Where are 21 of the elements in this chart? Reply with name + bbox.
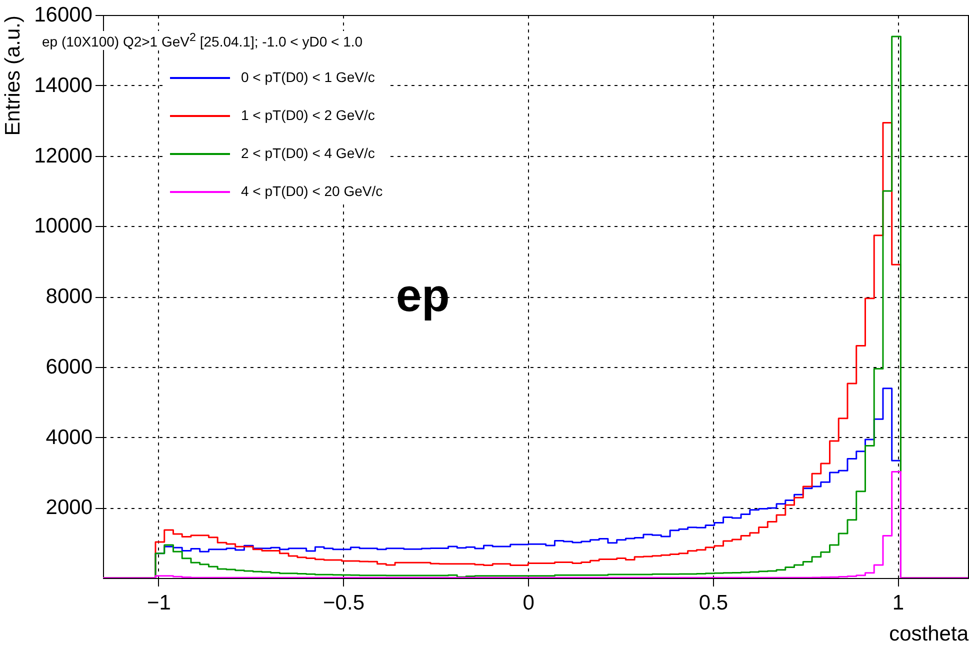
legend-label: 2 < pT(D0) < 4 GeV/c: [241, 145, 375, 161]
annotation: ep: [396, 268, 450, 322]
x-tick-label: −0.5: [323, 592, 365, 614]
y-tick-label: 4000: [46, 426, 92, 449]
y-tick-label: 6000: [46, 355, 92, 378]
y-axis-title: Entries (a.u.): [2, 16, 24, 136]
y-tick-label: 16000: [34, 4, 92, 26]
y-tick-label: 8000: [46, 285, 92, 308]
y-tick-label: 14000: [34, 74, 92, 97]
x-tick-label: 0: [522, 592, 534, 614]
legend-label: 4 < pT(D0) < 20 GeV/c: [241, 183, 383, 199]
y-tick-label: 12000: [34, 144, 92, 168]
y-tick-label: 2000: [46, 496, 92, 520]
x-tick-label: −1: [146, 592, 171, 614]
x-tick-label: 1: [892, 592, 904, 614]
legend-label: 1 < pT(D0) < 2 GeV/c: [241, 107, 375, 123]
x-axis-title: costheta: [889, 622, 969, 646]
y-tick-label: 10000: [34, 214, 92, 238]
x-tick-label: 0.5: [698, 592, 728, 614]
annotation: ep (10X100) Q2>1 GeV$^{2}$ [25.04.1]; -1.0 < yD0 < 1.0: [40, 31, 365, 50]
legend-label: 0 < pT(D0) < 1 GeV/c: [241, 69, 375, 85]
